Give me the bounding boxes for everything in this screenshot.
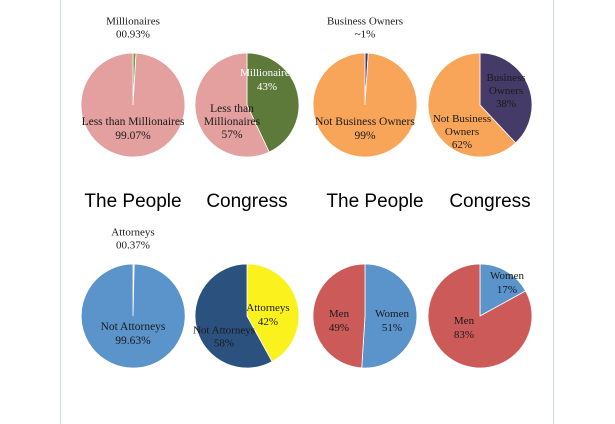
data-label-name: Attorneys bbox=[111, 226, 154, 238]
pie-3-label-business-owners: Business Owners ~1% bbox=[327, 15, 403, 40]
pie-7-label-women: Women 51% bbox=[375, 308, 409, 334]
data-label-value: 51% bbox=[382, 322, 402, 334]
data-label-name: Less than bbox=[210, 103, 254, 115]
pie-2-label-less-than-millionaires: Less than Millionaires 57% bbox=[204, 103, 261, 141]
pie-6-congress: Attorneys 42%Not Attorneys 58% bbox=[193, 263, 300, 369]
pie-8-label-men: Men 83% bbox=[454, 315, 475, 341]
pie-2-congress: Millionaires 43%Less than Millionaires 57% bbox=[194, 52, 300, 158]
data-label-value: ~1% bbox=[355, 28, 376, 40]
pie-3-label-not-business-owners: Not Business Owners 99% bbox=[315, 116, 415, 142]
data-label-name: Men bbox=[329, 308, 350, 320]
pie-2-slice-less-than-millionaires bbox=[194, 52, 270, 158]
pie-8-slice-women bbox=[479, 263, 527, 317]
data-label-name: Owners bbox=[489, 85, 523, 97]
pie-5-slice-not-attorneys bbox=[80, 263, 186, 369]
pie-8-label-women: Women 17% bbox=[490, 270, 524, 296]
data-label-value: 38% bbox=[496, 98, 516, 110]
data-label-name: Owners bbox=[445, 126, 479, 138]
pie-5-the-people: Attorneys 00.37% Not Attorneys 99.63% bbox=[80, 226, 186, 369]
data-label-name: Women bbox=[375, 308, 409, 320]
heading-the-people-1: The People bbox=[84, 191, 181, 212]
pie-4-congress: Business Owners 38%Not Business Owners 62% bbox=[427, 52, 533, 158]
data-label-name: Women bbox=[490, 270, 524, 282]
data-label-value: 00.93% bbox=[116, 28, 150, 40]
heading-the-people-2: The People bbox=[326, 191, 423, 212]
pie-5-label-not-attorneys: Not Attorneys 99.63% bbox=[101, 321, 166, 347]
data-label-value: 62% bbox=[452, 139, 472, 151]
data-label-value: 99.63% bbox=[115, 335, 151, 347]
data-label-name: Millionaires bbox=[106, 15, 160, 27]
data-label-name: Not Business bbox=[433, 113, 491, 125]
data-label-value: 99% bbox=[354, 130, 376, 142]
data-label-value: 83% bbox=[454, 329, 474, 341]
pie-1-slice-less-than-millionaires bbox=[80, 52, 186, 158]
data-label-value: 58% bbox=[214, 337, 234, 349]
data-label-name: Attorneys bbox=[246, 302, 289, 314]
data-label-name: Business Owners bbox=[327, 15, 403, 27]
pie-7-label-men: Men 49% bbox=[329, 308, 350, 334]
data-label-name: Less than Millionaires bbox=[82, 116, 185, 128]
data-label-name: Not Business Owners bbox=[315, 116, 415, 128]
pie-3-slice-not-business-owners bbox=[312, 52, 418, 158]
data-label-value: 49% bbox=[329, 322, 349, 334]
data-label-value: 43% bbox=[257, 81, 277, 93]
pie-6-slice-attorneys bbox=[246, 263, 300, 363]
data-label-value: 42% bbox=[258, 316, 278, 328]
data-label-value: 00.37% bbox=[116, 239, 150, 251]
data-label-name: Millionaires bbox=[204, 116, 261, 128]
pie-6-slice-not-attorneys bbox=[194, 263, 273, 369]
pie-4-slice-not-business-owners bbox=[427, 52, 517, 158]
data-label-name: Not Attorneys bbox=[193, 324, 255, 336]
pie-4-label-not-business-owners: Not Business Owners 62% bbox=[433, 113, 491, 151]
data-label-name: Men bbox=[454, 315, 475, 327]
pie-5-label-attorneys: Attorneys 00.37% bbox=[111, 226, 154, 251]
pie-3-the-people: Business Owners ~1% Not Business Owners 99% bbox=[312, 15, 418, 158]
data-label-name: Not Attorneys bbox=[101, 321, 166, 333]
pie-7-slice-men bbox=[312, 263, 366, 369]
data-label-value: 99.07% bbox=[115, 130, 151, 142]
pie-7-the-people: Women 51% Men 49% bbox=[312, 263, 418, 369]
pie-6-label-attorneys: Attorneys 42% bbox=[246, 302, 289, 328]
pie-2-slice-millionaires bbox=[246, 52, 300, 153]
data-label-value: 57% bbox=[221, 129, 243, 141]
heading-congress-1: Congress bbox=[206, 191, 287, 212]
heading-congress-2: Congress bbox=[449, 191, 530, 212]
data-label-value: 17% bbox=[497, 284, 517, 296]
pie-1-the-people: Millionaires 00.93% Less than Millionaires… bbox=[80, 15, 186, 158]
column-headings: The People Congress The People Congress bbox=[84, 191, 530, 212]
pie-4-slice-business-owners bbox=[479, 52, 533, 144]
pie-8-congress: Women 17% Men 83% bbox=[427, 263, 533, 369]
data-label-name: Business bbox=[486, 72, 525, 84]
pie-7-slice-women bbox=[361, 263, 418, 369]
pie-1-label-less-than-millionaires: Less than Millionaires 99.07% bbox=[82, 116, 185, 142]
pies-layer: Millionaires 00.93%Less than Millionaires… bbox=[80, 15, 533, 369]
pie-2-label-millionaires: Millionaires 43% bbox=[240, 67, 294, 93]
pie-1-label-millionaires: Millionaires 00.93% bbox=[106, 15, 160, 40]
pie-8-slice-men bbox=[427, 263, 533, 369]
pie-4-label-business-owners: Business Owners 38% bbox=[486, 72, 525, 110]
pie-6-label-not-attorneys: Not Attorneys 58% bbox=[193, 324, 255, 349]
data-label-name: Millionaires bbox=[240, 67, 294, 79]
